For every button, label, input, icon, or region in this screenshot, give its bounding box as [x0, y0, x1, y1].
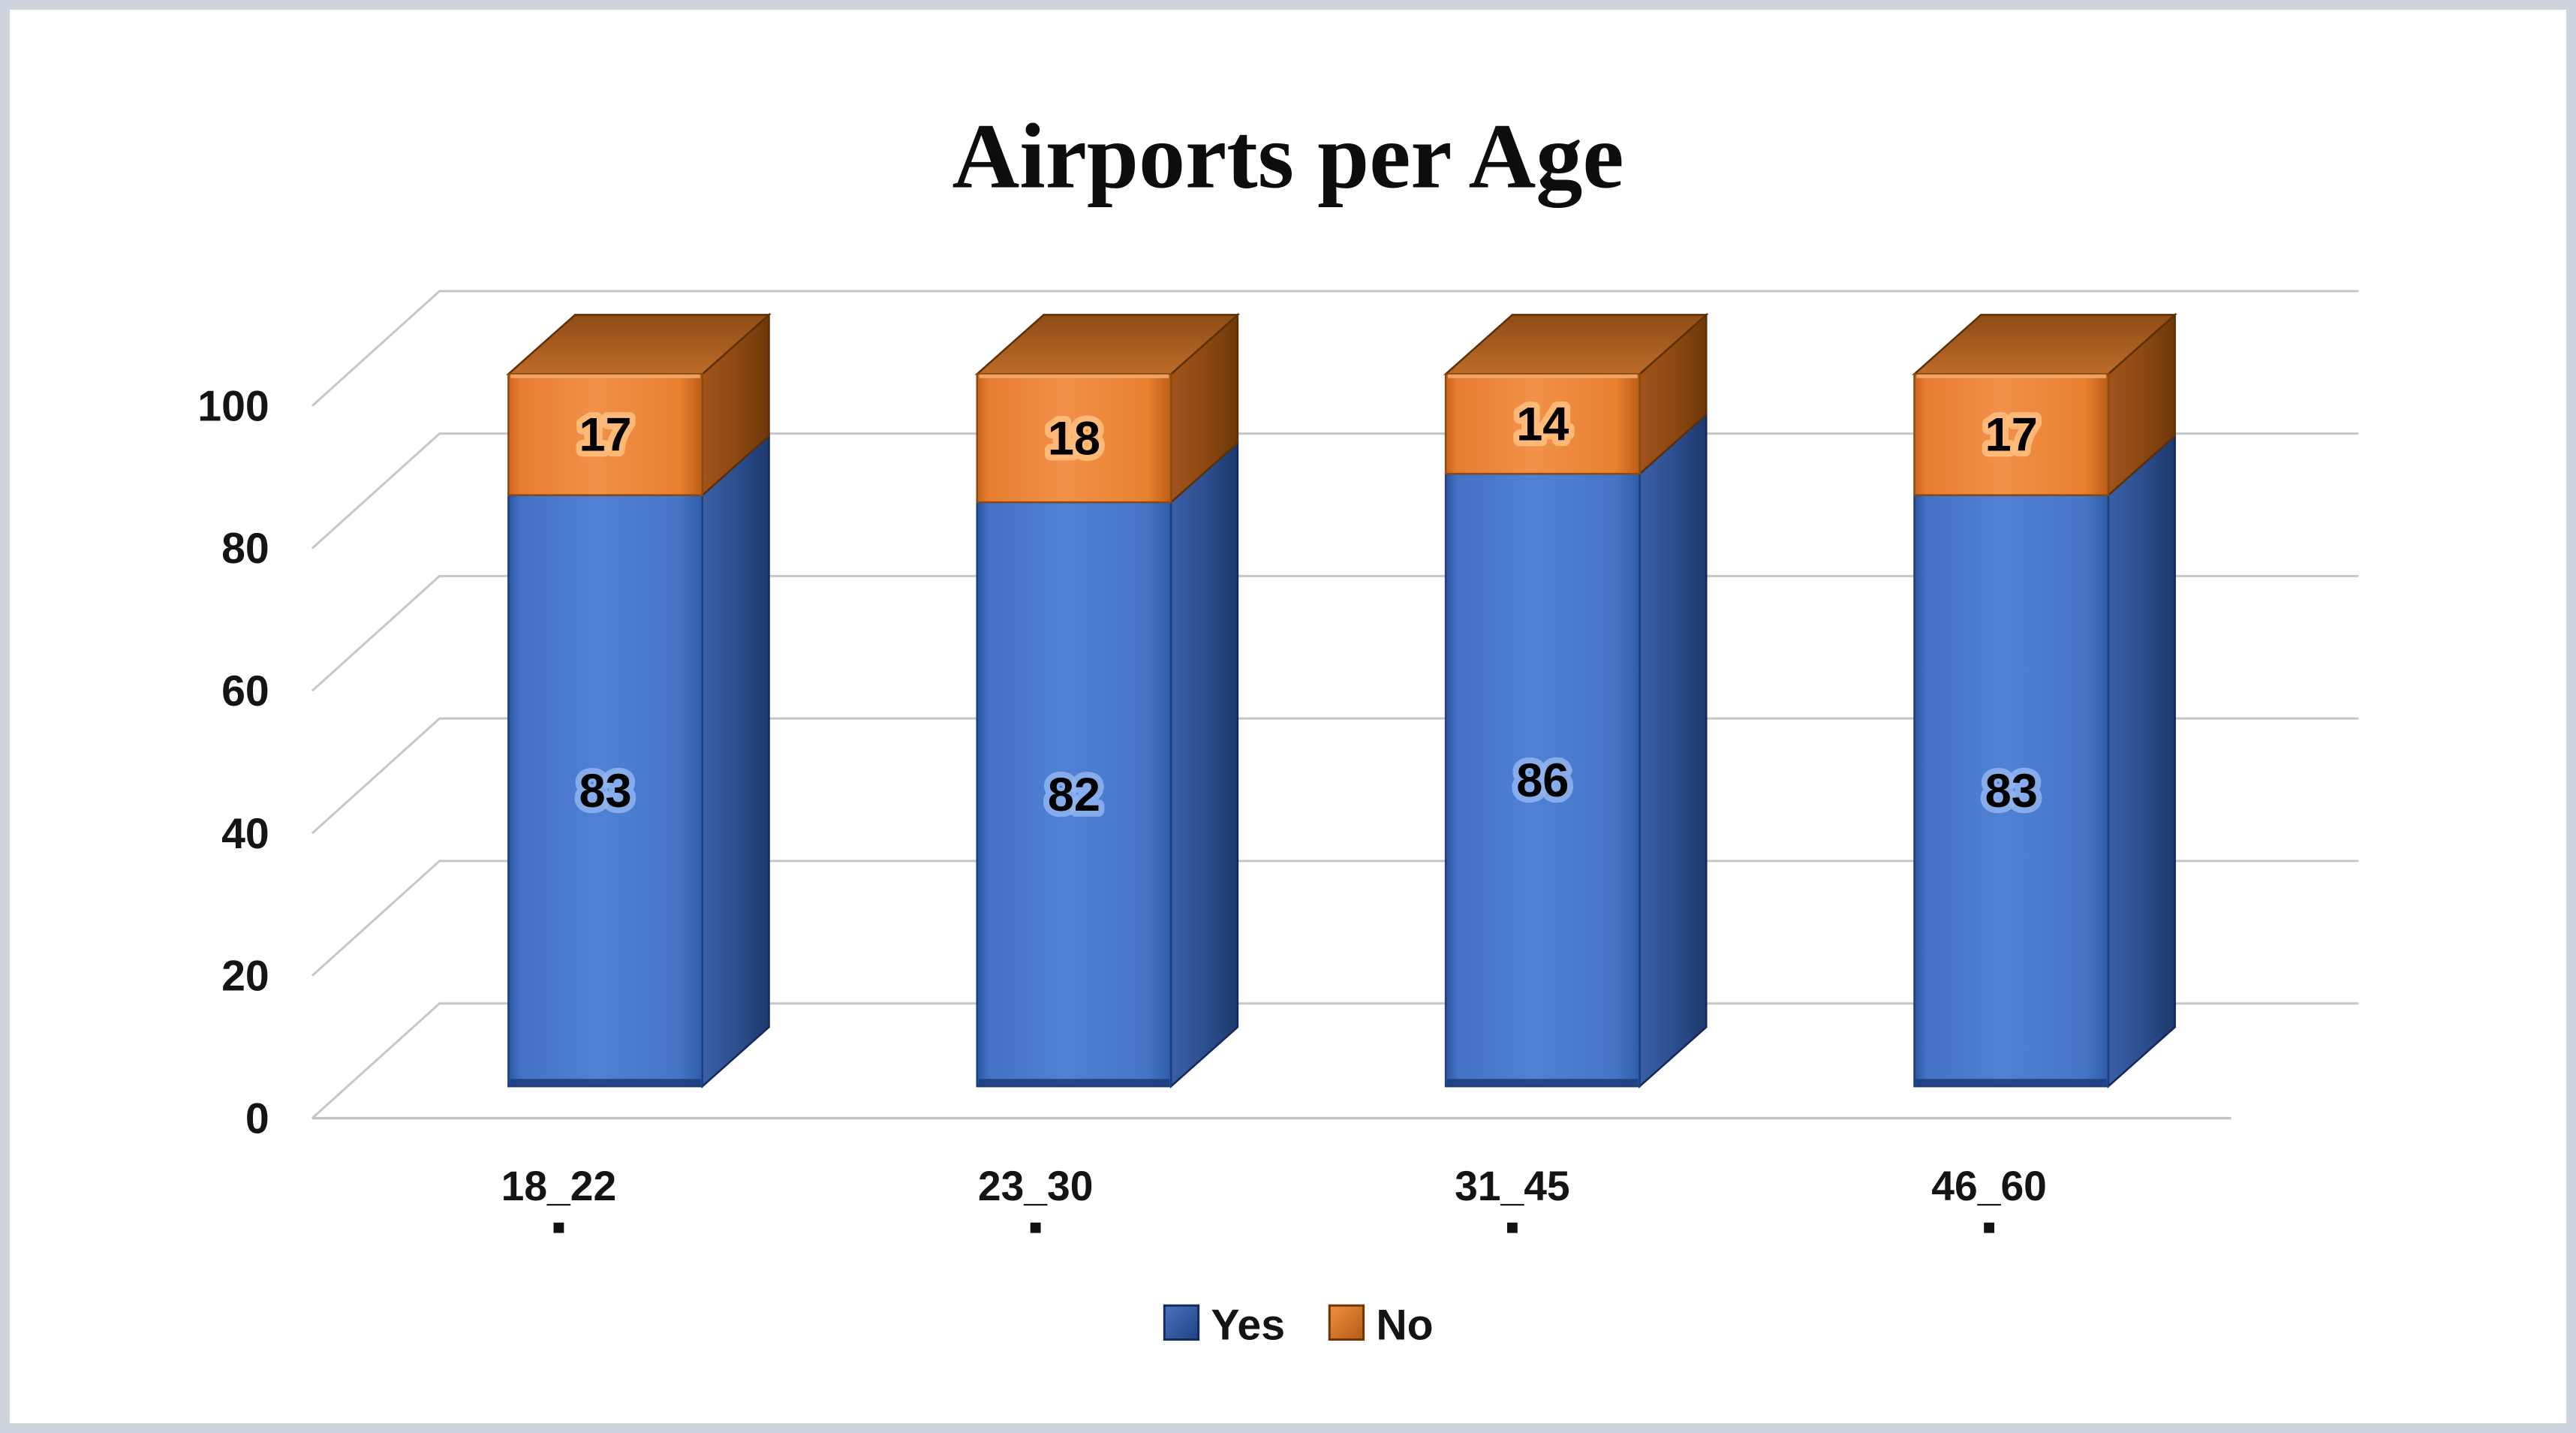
gridline-80 [311, 432, 2359, 549]
bar-23_30-no-front[interactable] [976, 373, 1172, 504]
bar-18_22-yes-front[interactable] [507, 494, 704, 1088]
bar-46_60[interactable]: 83 17 [1912, 312, 2177, 1088]
y-tick-label-100: 100 [197, 382, 269, 430]
y-tick-label-80: 80 [221, 525, 269, 573]
data-label-no-23_30: 18 [1048, 412, 1100, 465]
x-category-label-18_22: 18_22 [501, 1163, 617, 1209]
data-label-yes-23_30: 82 [1048, 769, 1100, 821]
bar-31_45-yes-side [1639, 412, 1708, 1088]
data-label-yes-46_60: 83 [1985, 765, 2038, 817]
legend-label-yes[interactable]: Yes [1211, 1302, 1285, 1350]
gridline-100 [311, 290, 2359, 407]
bar-18_22[interactable]: 83 17 [506, 312, 772, 1088]
bars: 83 17 82 18 86 14 83 17 [506, 312, 2177, 1088]
bar-31_45-no-front[interactable] [1444, 373, 1641, 475]
x-category-label-23_30: 23_30 [978, 1163, 1094, 1209]
y-tick-label-0: 0 [245, 1094, 269, 1142]
bar-23_30[interactable]: 82 18 [974, 312, 1241, 1088]
y-tick-label-20: 20 [221, 953, 269, 1001]
bar-46_60-yes-front[interactable] [1913, 494, 2110, 1088]
gridlines-3d [311, 290, 2359, 1120]
bar-31_45-yes-front[interactable] [1444, 472, 1641, 1088]
x-axis-tick-mark [1506, 1222, 1518, 1233]
data-label-no-46_60: 17 [1985, 409, 2038, 462]
y-tick-label-40: 40 [221, 810, 269, 858]
bar-31_45[interactable]: 86 14 [1443, 312, 1709, 1088]
data-label-no-18_22: 17 [579, 409, 631, 462]
y-tick-label-60: 60 [221, 667, 269, 715]
legend-swatch-no[interactable] [1328, 1304, 1365, 1341]
bar-46_60-bottom-shade [1915, 1079, 2107, 1086]
bar-31_45-bottom-shade [1447, 1079, 1639, 1086]
bar-23_30-yes-front[interactable] [976, 501, 1172, 1088]
legend-swatch-yes[interactable] [1163, 1304, 1200, 1341]
legend-label-no[interactable]: No [1376, 1302, 1433, 1350]
x-axis-tick-mark [553, 1222, 564, 1233]
value-axis-tick-labels: 0 20 40 60 80 100 [197, 382, 269, 1142]
category-axis-labels: 18_22 23_30 31_45 46_60 [501, 1163, 2047, 1233]
gridline-40 [311, 717, 2359, 835]
data-label-yes-18_22: 83 [579, 765, 631, 817]
x-category-label-31_45: 31_45 [1455, 1163, 1570, 1209]
x-axis-tick-mark [1030, 1222, 1041, 1233]
chart-title: Airports per Age [952, 104, 1624, 209]
x-axis-tick-mark [1984, 1222, 1995, 1233]
bar-18_22-yes-side [701, 433, 770, 1088]
bar-46_60-yes-side [2107, 433, 2176, 1088]
bar-23_30-yes-side [1169, 441, 1239, 1088]
x-category-label-46_60: 46_60 [1931, 1163, 2047, 1209]
bar-18_22-bottom-shade [510, 1079, 701, 1086]
data-label-yes-31_45: 86 [1516, 754, 1569, 807]
stacked-bar-chart-3d: Airports per Age 0 20 40 60 80 100 83 17 82 18 86… [197, 104, 2359, 1350]
bar-46_60-no-front[interactable] [1913, 373, 2110, 496]
gridline-0 [311, 1002, 2359, 1119]
legend: Yes No [1163, 1302, 1434, 1350]
bar-23_30-bottom-shade [978, 1079, 1170, 1086]
gridline-60 [311, 574, 2359, 692]
bar-18_22-no-front[interactable] [507, 373, 704, 496]
data-label-no-31_45: 14 [1516, 398, 1569, 450]
gridline-20 [311, 859, 2359, 977]
